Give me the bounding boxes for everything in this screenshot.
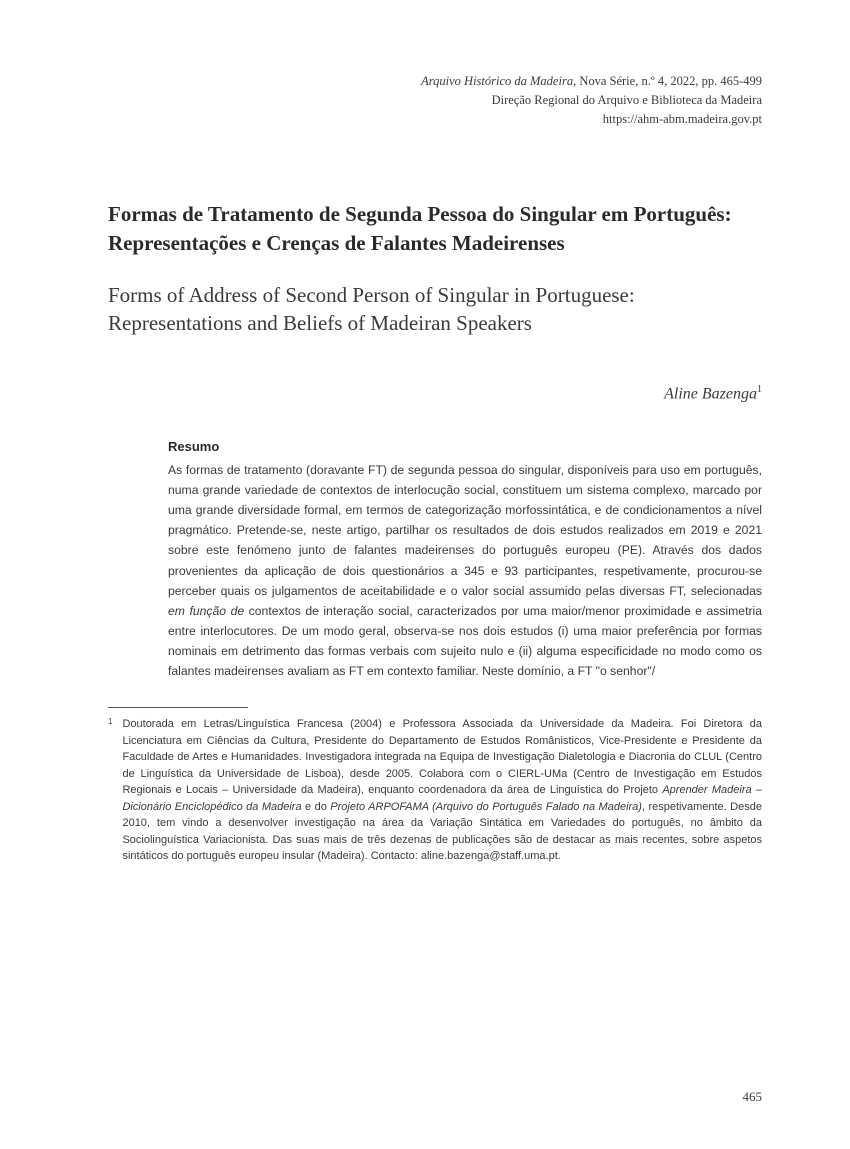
journal-url: https://ahm-abm.madeira.gov.pt [108, 110, 762, 129]
author-line: Aline Bazenga1 [108, 384, 762, 403]
footnote-1: 1 Doutorada em Letras/Linguística France… [108, 716, 762, 865]
author-name: Aline Bazenga [664, 385, 757, 402]
journal-name: Arquivo Histórico da Madeira [421, 74, 573, 88]
page-number: 465 [743, 1089, 763, 1105]
article-title-en: Forms of Address of Second Person of Sin… [108, 281, 762, 338]
journal-issue: , Nova Série, n.º 4, 2022, pp. 465-499 [573, 74, 762, 88]
abstract-block: Resumo As formas de tratamento (doravant… [108, 439, 762, 681]
abstract-body: As formas de tratamento (doravante FT) d… [168, 460, 762, 681]
journal-line2: Direção Regional do Arquivo e Biblioteca… [108, 91, 762, 110]
article-title-pt: Formas de Tratamento de Segunda Pessoa d… [108, 200, 762, 257]
footnote-marker: 1 [108, 716, 112, 865]
footnote-text: Doutorada em Letras/Linguística Francesa… [122, 716, 762, 865]
abstract-text-a: As formas de tratamento (doravante FT) d… [168, 463, 762, 598]
footnote-rule [108, 707, 248, 708]
journal-header: Arquivo Histórico da Madeira, Nova Série… [108, 72, 762, 128]
abstract-italic: em função de [168, 604, 244, 618]
abstract-heading: Resumo [168, 439, 762, 454]
footnote-it2: Projeto ARPOFAMA (Arquivo do Português F… [330, 801, 642, 813]
author-footnote-mark: 1 [757, 384, 762, 395]
abstract-text-b: contextos de interação social, caracteri… [168, 604, 762, 678]
footnote-t2: e do [302, 801, 331, 813]
journal-line1: Arquivo Histórico da Madeira, Nova Série… [108, 72, 762, 91]
